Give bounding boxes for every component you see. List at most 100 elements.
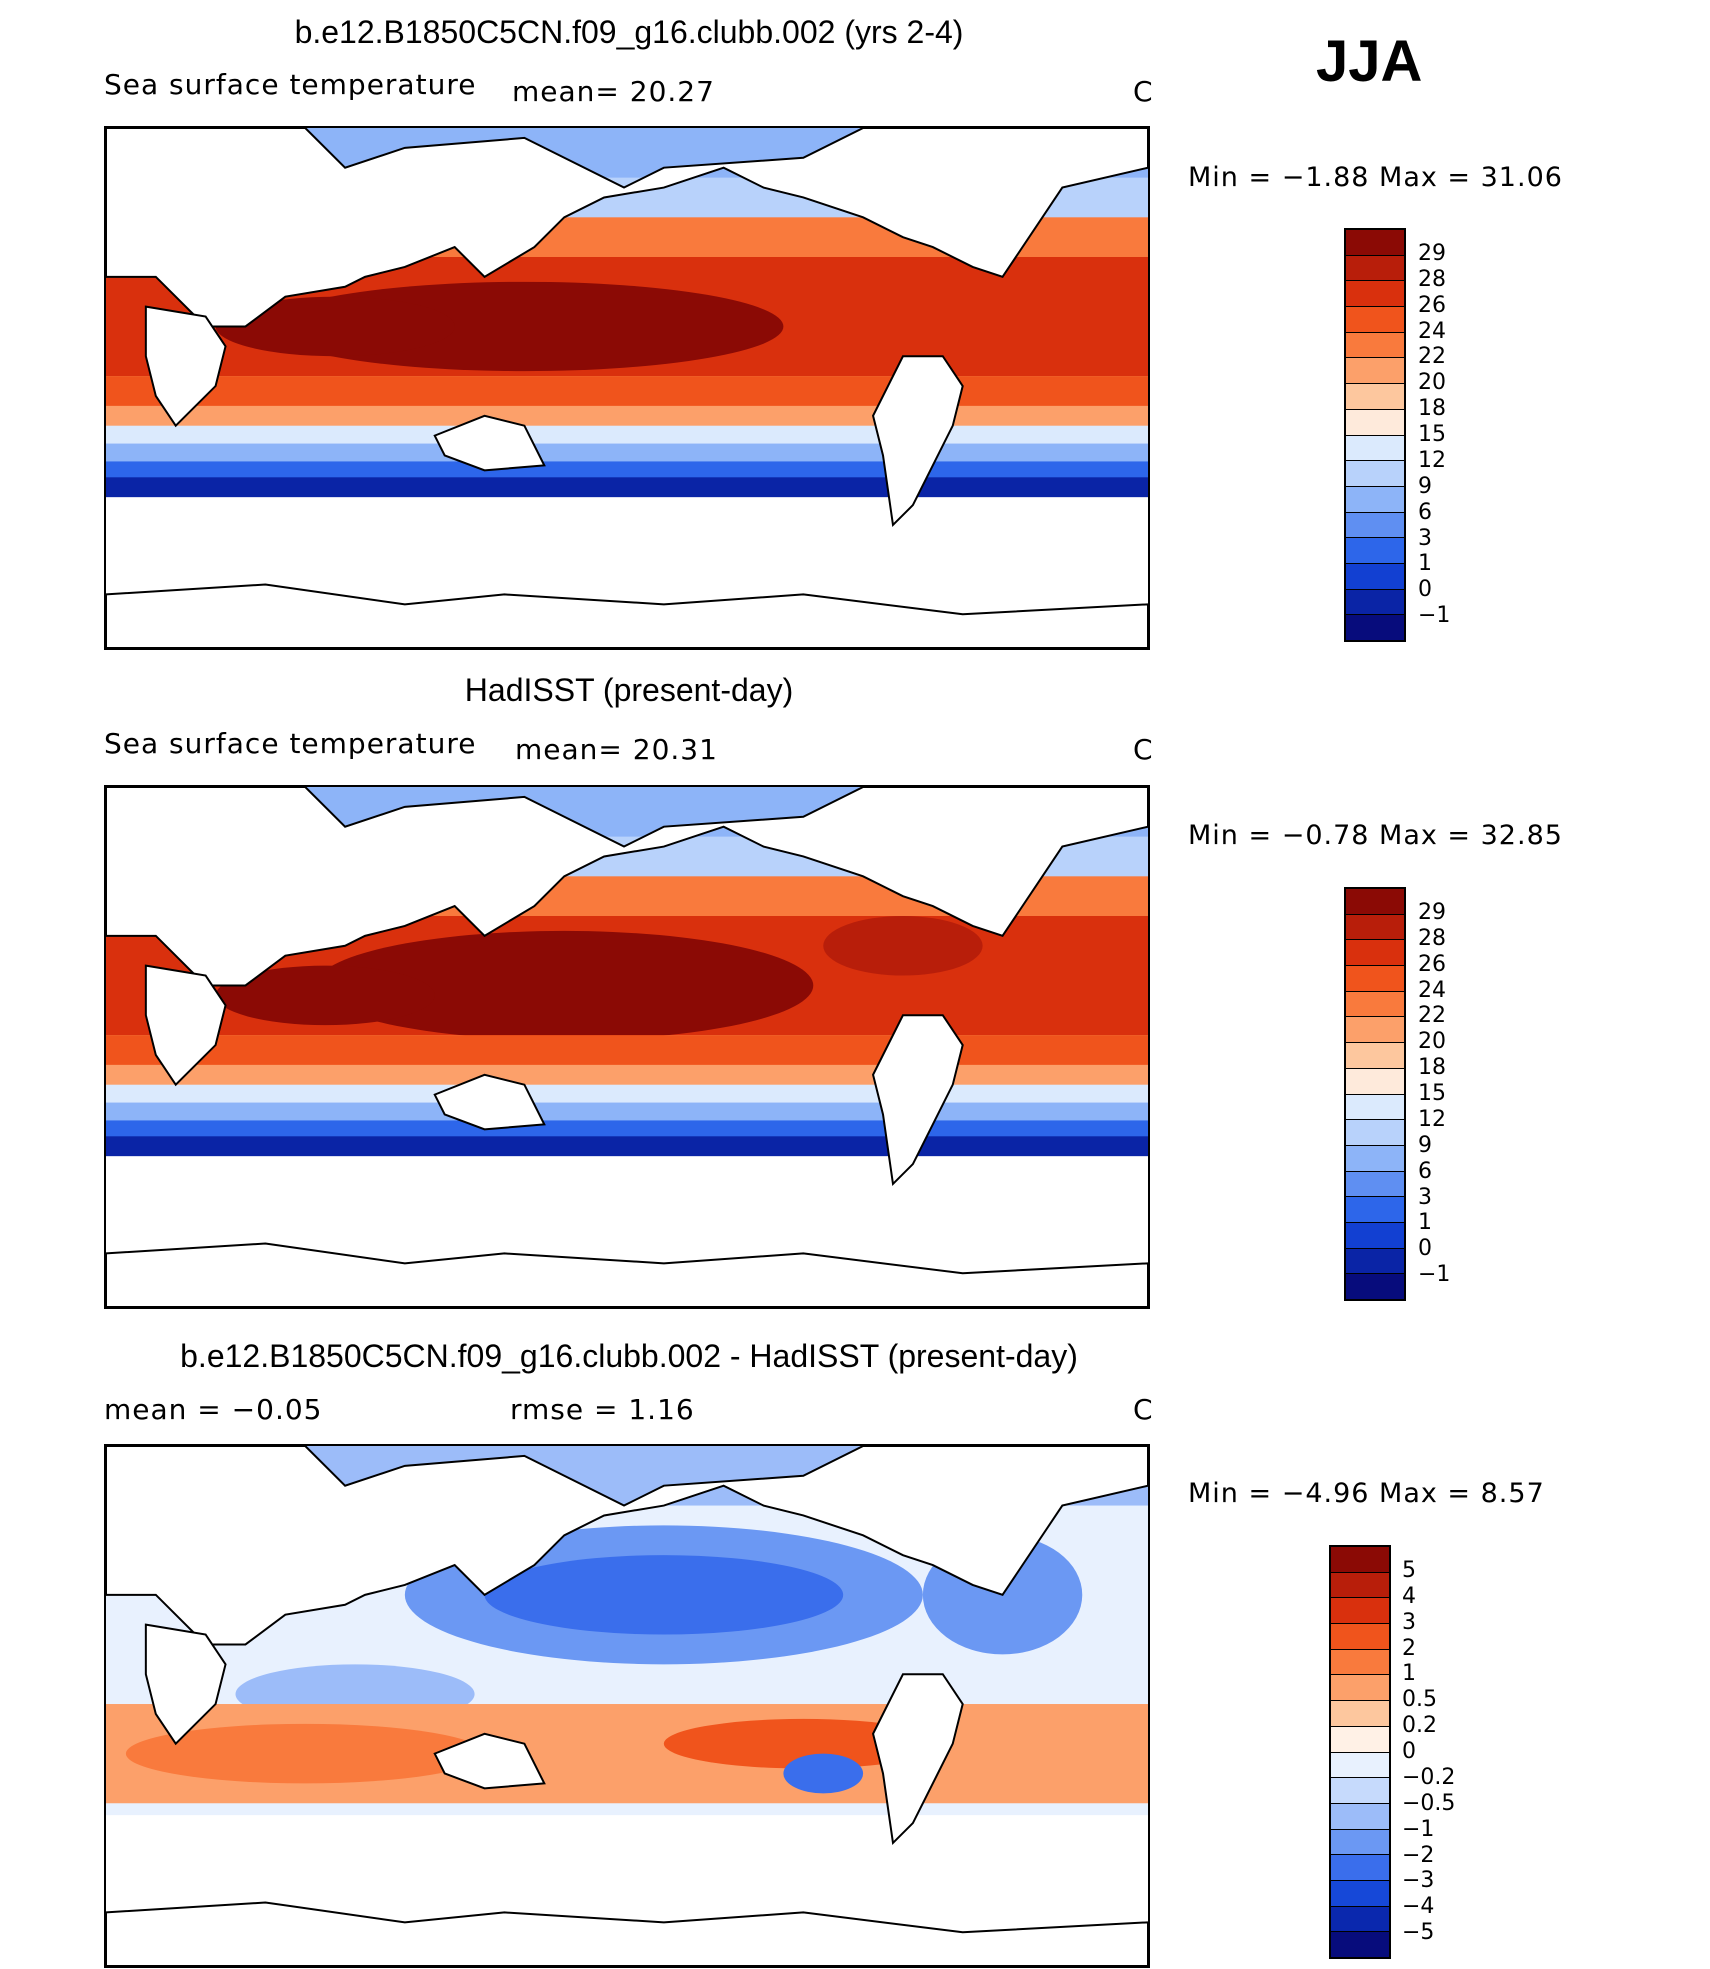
colorbar-tick-label: 4 [1402, 1583, 1416, 1609]
panel1-colorbar-swatch [1346, 255, 1404, 282]
season-label: JJA [1316, 29, 1423, 94]
panel2-minmax: Min = −0.78 Max = 32.85 [1188, 820, 1563, 851]
colorbar-tick-label: −2 [1402, 1842, 1435, 1868]
panel2-units: C [1133, 733, 1154, 766]
panel2-colorbar-swatch [1346, 1068, 1404, 1095]
panel1-colorbar [1344, 228, 1406, 642]
panel2-map [104, 785, 1150, 1309]
colorbar-tick-label: 28 [1418, 266, 1446, 292]
panel2-variable-label: Sea surface temperature [104, 727, 477, 760]
panel2-title: HadISST (present-day) [464, 672, 794, 708]
colorbar-tick-label: 9 [1418, 1132, 1432, 1158]
panel3-colorbar-swatch [1331, 1598, 1389, 1625]
colorbar-tick-label: −5 [1402, 1920, 1435, 1946]
panel3-colorbar-swatch [1331, 1778, 1389, 1804]
panel1-mean-label: mean= 20.27 [512, 75, 715, 108]
panel2-colorbar-swatch [1346, 1043, 1404, 1069]
panel2-colorbar-swatch [1346, 1274, 1404, 1299]
panel3-colorbar-swatch [1331, 1675, 1389, 1702]
colorbar-tick-label: 0.5 [1402, 1687, 1437, 1713]
panel3-colorbar-swatch [1331, 1624, 1389, 1650]
panel2-colorbar-swatch [1346, 991, 1404, 1018]
panel3-minmax: Min = −4.96 Max = 8.57 [1188, 1478, 1545, 1509]
panel3-rmse-label: rmse = 1.16 [510, 1393, 695, 1426]
panel3-units: C [1133, 1393, 1154, 1426]
colorbar-tick-label: 3 [1418, 1184, 1432, 1210]
panel1-colorbar-swatch [1346, 461, 1404, 487]
colorbar-tick-label: 3 [1418, 525, 1432, 551]
colorbar-tick-label: 24 [1418, 977, 1446, 1003]
panel2-colorbar-swatch [1346, 1094, 1404, 1121]
panel3-colorbar-swatch [1331, 1701, 1389, 1727]
panel2-colorbar-swatch [1346, 914, 1404, 941]
panel1-colorbar-swatch [1346, 230, 1404, 256]
panel2-sst-field [106, 787, 1148, 1307]
colorbar-tick-label: 12 [1418, 1106, 1446, 1132]
colorbar-tick-label: −1 [1418, 1262, 1451, 1288]
panel1-colorbar-swatch [1346, 435, 1404, 462]
panel1-colorbar-swatch [1346, 538, 1404, 564]
panel2-colorbar-swatch [1346, 1222, 1404, 1249]
panel3-colorbar-swatch [1331, 1649, 1389, 1676]
panel1-variable-label: Sea surface temperature [104, 68, 477, 101]
panel2-colorbar [1344, 887, 1406, 1301]
panel3-mean-label: mean = −0.05 [104, 1393, 323, 1426]
panel1-units: C [1133, 75, 1154, 108]
colorbar-tick-label: 22 [1418, 344, 1446, 370]
colorbar-tick-label: 1 [1418, 1210, 1432, 1236]
colorbar-tick-label: 20 [1418, 370, 1446, 396]
colorbar-tick-label: 28 [1418, 925, 1446, 951]
panel1-colorbar-swatch [1346, 358, 1404, 385]
colorbar-tick-label: 3 [1402, 1609, 1416, 1635]
panel1-colorbar-swatch [1346, 409, 1404, 436]
colorbar-tick-label: −0.5 [1402, 1790, 1456, 1816]
panel1-colorbar-swatch [1346, 332, 1404, 359]
panel2-colorbar-swatch [1346, 940, 1404, 967]
panel3-colorbar-swatch [1331, 1855, 1389, 1881]
colorbar-tick-label: 0.2 [1402, 1713, 1437, 1739]
panel2-colorbar-swatch [1346, 1197, 1404, 1223]
colorbar-tick-label: 5 [1402, 1557, 1416, 1583]
colorbar-tick-label: 0 [1418, 577, 1432, 603]
panel2-colorbar-swatch [1346, 1120, 1404, 1146]
panel3-map [104, 1444, 1150, 1968]
panel2-colorbar-swatch [1346, 966, 1404, 992]
panel3-colorbar-swatch [1331, 1803, 1389, 1830]
colorbar-tick-label: 26 [1418, 292, 1446, 318]
panel3-colorbar-swatch [1331, 1726, 1389, 1753]
panel1-colorbar-swatch [1346, 307, 1404, 333]
colorbar-tick-label: 29 [1418, 240, 1446, 266]
panel3-colorbar-swatch [1331, 1906, 1389, 1933]
colorbar-tick-label: 22 [1418, 1003, 1446, 1029]
panel3-colorbar-swatch [1331, 1572, 1389, 1599]
panel1-minmax: Min = −1.88 Max = 31.06 [1188, 162, 1563, 193]
colorbar-tick-label: 1 [1402, 1661, 1416, 1687]
panel3-difference-field [106, 1446, 1148, 1966]
colorbar-tick-label: −1 [1418, 603, 1451, 629]
colorbar-tick-label: 20 [1418, 1029, 1446, 1055]
panel2-colorbar-swatch [1346, 1248, 1404, 1275]
colorbar-tick-label: 29 [1418, 899, 1446, 925]
colorbar-tick-label: −1 [1402, 1816, 1435, 1842]
colorbar-tick-label: −3 [1402, 1868, 1435, 1894]
panel1-colorbar-swatch [1346, 486, 1404, 513]
colorbar-tick-label: 12 [1418, 447, 1446, 473]
panel1-title: b.e12.B1850C5CN.f09_g16.clubb.002 (yrs 2… [294, 14, 964, 50]
panel1-sst-field [106, 128, 1148, 648]
colorbar-tick-label: 15 [1418, 1081, 1446, 1106]
panel1-map [104, 126, 1150, 650]
panel1-colorbar-swatch [1346, 563, 1404, 590]
colorbar-tick-label: 18 [1418, 396, 1446, 422]
colorbar-tick-label: 2 [1402, 1635, 1416, 1661]
colorbar-tick-label: 6 [1418, 499, 1432, 525]
colorbar-tick-label: 18 [1418, 1055, 1446, 1081]
panel2-colorbar-swatch [1346, 1171, 1404, 1198]
panel2-colorbar-swatch [1346, 889, 1404, 915]
panel2-colorbar-swatch [1346, 1017, 1404, 1044]
panel3-title: b.e12.B1850C5CN.f09_g16.clubb.002 - HadI… [180, 1338, 1078, 1374]
colorbar-tick-label: 9 [1418, 473, 1432, 499]
panel3-colorbar-swatch [1331, 1880, 1389, 1907]
panel1-colorbar-swatch [1346, 281, 1404, 308]
colorbar-tick-label: 1 [1418, 551, 1432, 577]
colorbar-tick-label: 15 [1418, 422, 1446, 447]
